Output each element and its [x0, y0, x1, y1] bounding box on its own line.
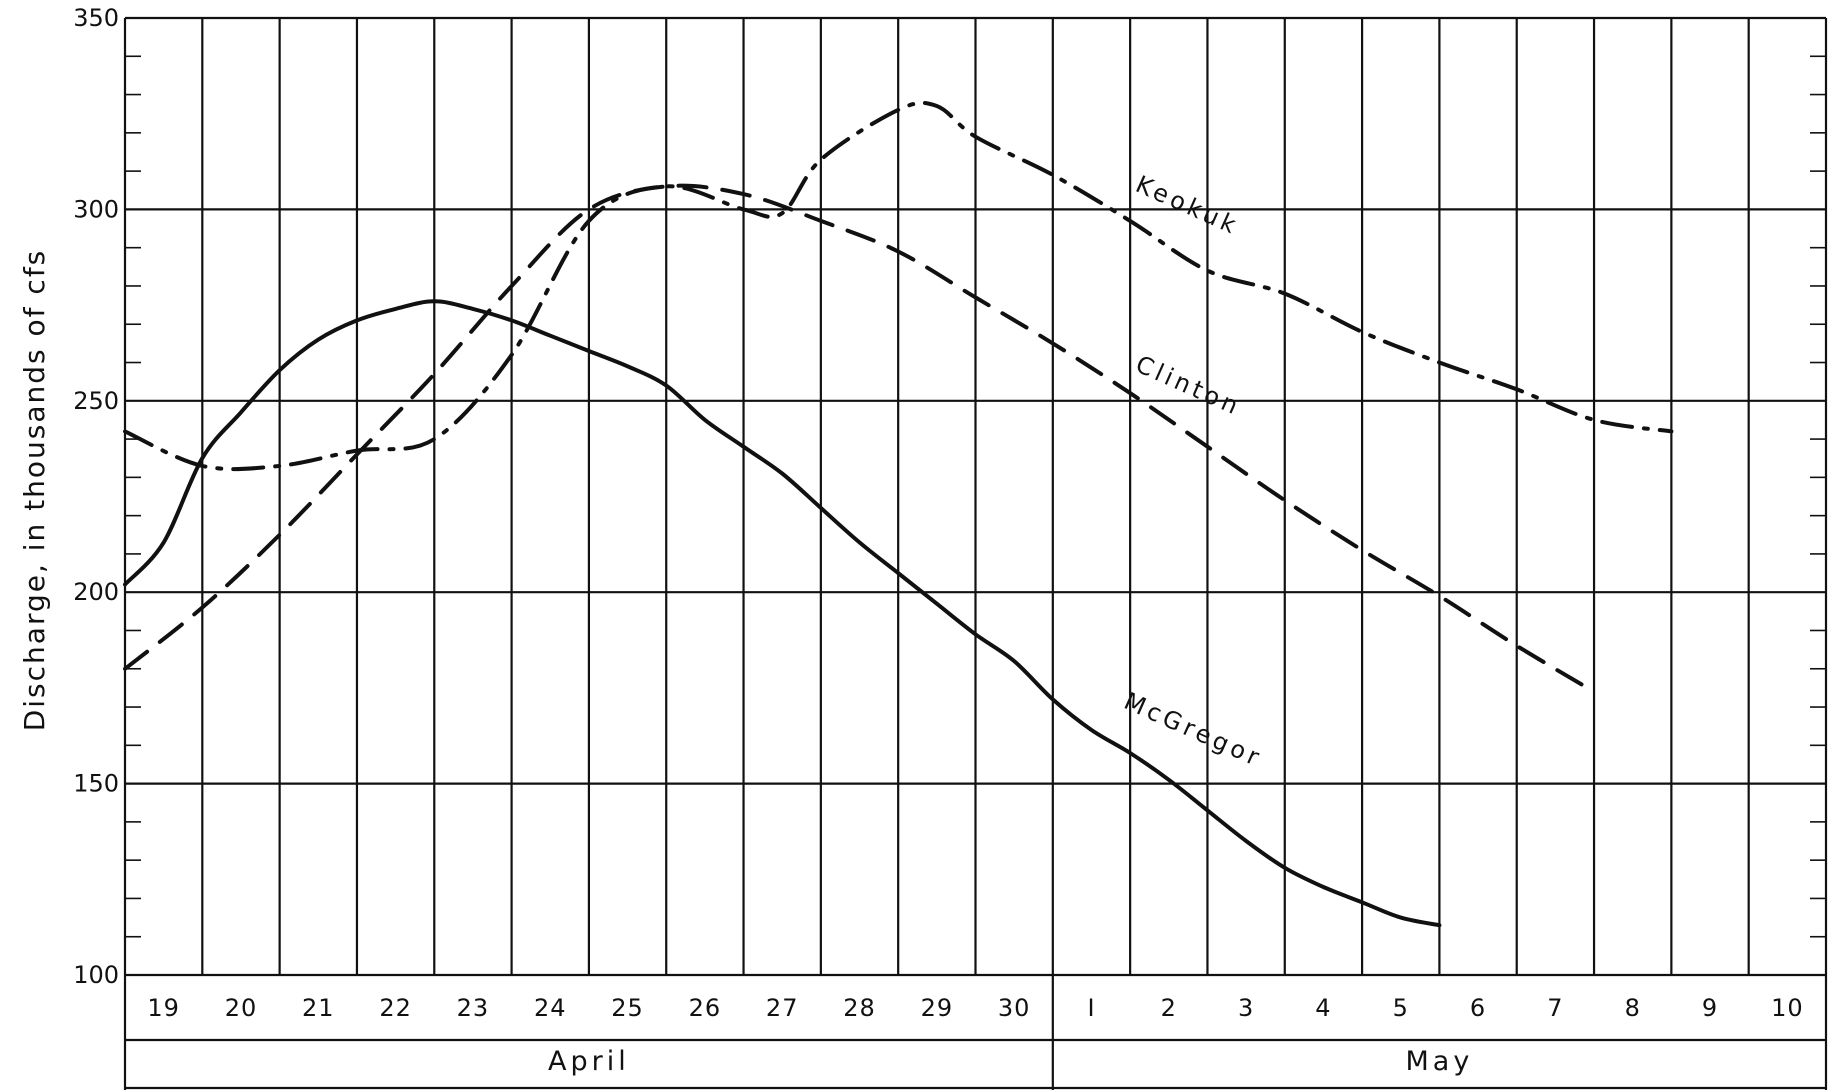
x-tick-label: 2 — [1161, 994, 1177, 1022]
x-tick-label: 27 — [766, 994, 799, 1022]
x-tick-label: 30 — [998, 994, 1031, 1022]
y-tick-label: 100 — [73, 961, 119, 989]
month-labels: April May — [548, 1046, 1473, 1077]
y-tick-label: 200 — [73, 578, 119, 606]
x-tick-label: 21 — [302, 994, 335, 1022]
series-line-keokuk — [123, 100, 1674, 472]
x-tick-label: 3 — [1238, 994, 1254, 1022]
x-tick-label: 26 — [689, 994, 722, 1022]
y-tick-labels: 100 150 200 250 300 350 — [73, 4, 119, 989]
x-tick-label: 20 — [225, 994, 258, 1022]
x-tick-label: 22 — [379, 994, 412, 1022]
series-label-keokuk: Keokuk — [1132, 170, 1244, 240]
y-tick-label: 300 — [73, 195, 119, 223]
series-line-clinton — [123, 183, 1596, 694]
x-tick-label: 5 — [1393, 994, 1409, 1022]
x-tick-label: 4 — [1315, 994, 1331, 1022]
x-tick-label: 23 — [457, 994, 490, 1022]
x-tick-label: I — [1087, 994, 1095, 1022]
grid — [123, 16, 1828, 1090]
series-lines — [123, 100, 1674, 928]
month-label: April — [548, 1046, 630, 1077]
x-tick-label: 9 — [1702, 994, 1718, 1022]
x-tick-label: 7 — [1547, 994, 1563, 1022]
x-tick-label: 25 — [611, 994, 644, 1022]
x-tick-label: 8 — [1625, 994, 1641, 1022]
x-tick-label: 19 — [147, 994, 180, 1022]
y-tick-label: 150 — [73, 770, 119, 798]
y-tick-label: 250 — [73, 387, 119, 415]
x-tick-label: 29 — [921, 994, 954, 1022]
x-tick-label: 24 — [534, 994, 567, 1022]
series-line-mcgregor — [123, 299, 1442, 928]
y-axis-label: Discharge, in thousands of cfs — [18, 249, 51, 732]
x-tick-label: 28 — [843, 994, 876, 1022]
month-label: May — [1405, 1046, 1473, 1077]
x-tick-labels: 19 20 21 22 23 24 25 26 27 28 29 30 I 2 3 4 5 6 7 8 9 10 — [147, 994, 1804, 1022]
series-label-clinton: Clinton — [1132, 350, 1246, 421]
x-tick-label: 6 — [1470, 994, 1486, 1022]
y-tick-label: 350 — [73, 4, 119, 32]
x-tick-label: 10 — [1771, 994, 1804, 1022]
